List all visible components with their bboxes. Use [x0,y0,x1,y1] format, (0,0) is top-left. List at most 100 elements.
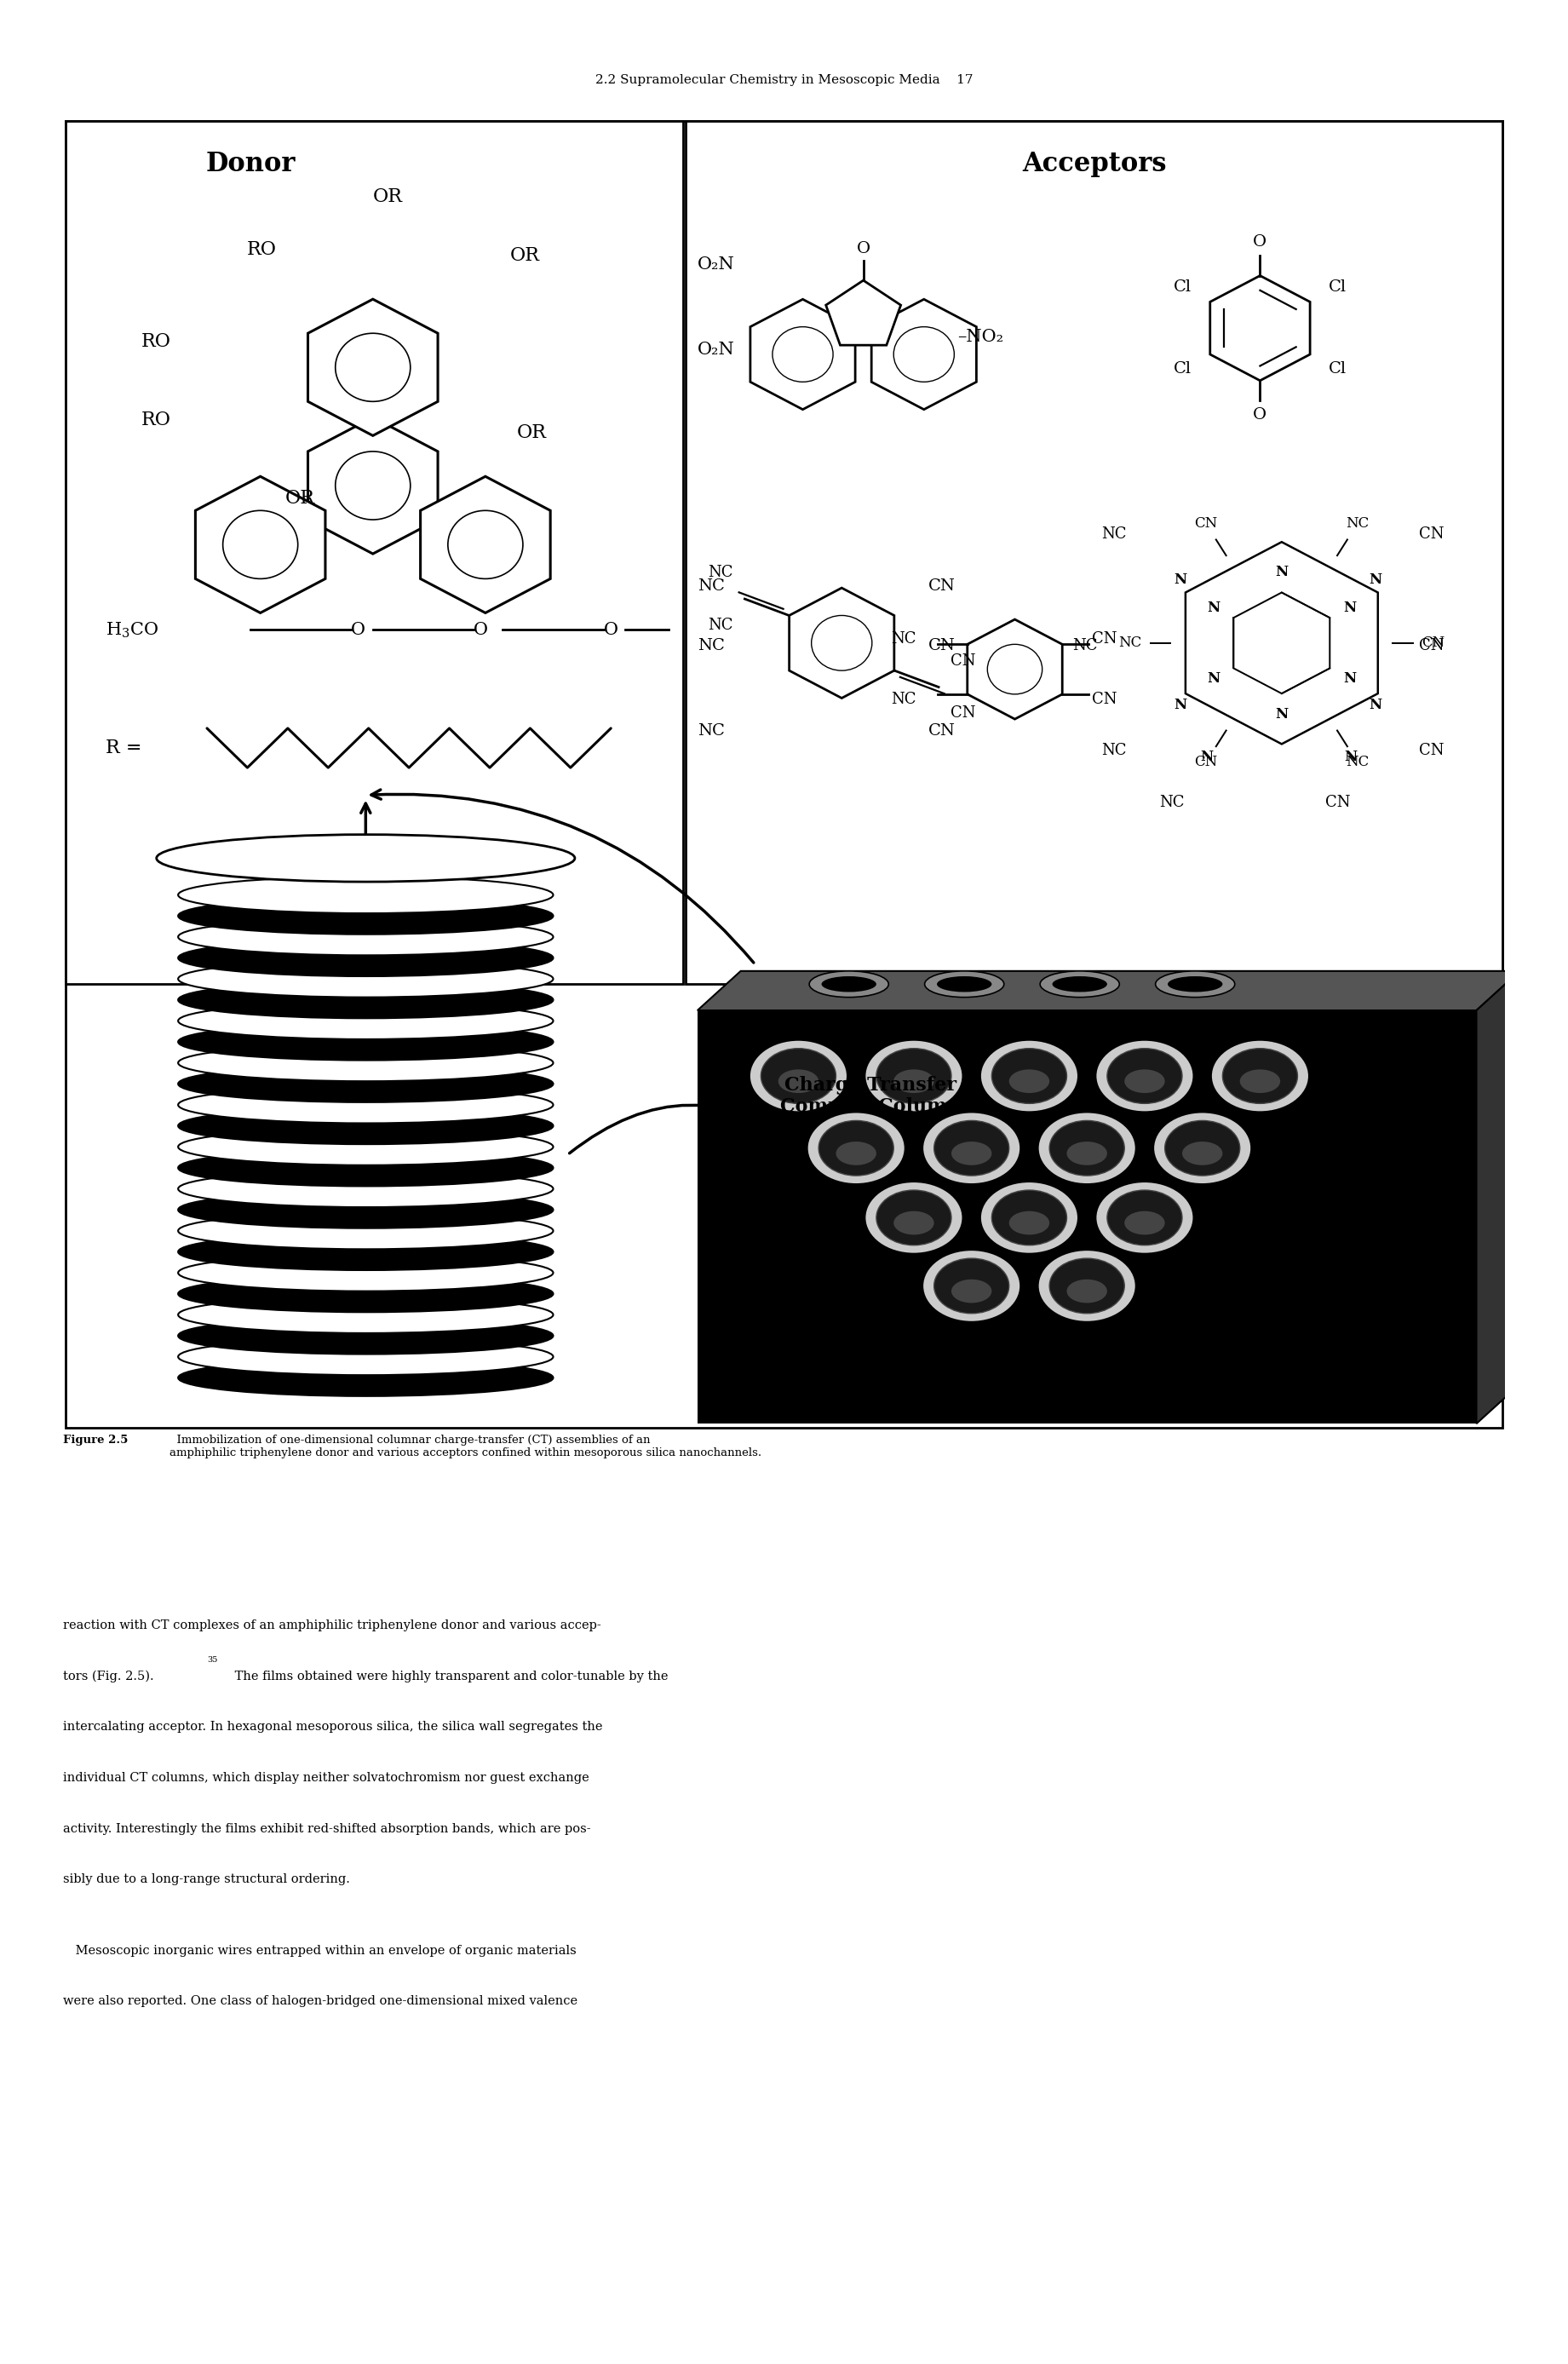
Text: RO: RO [141,411,171,430]
Text: O: O [1253,407,1267,423]
Ellipse shape [922,1111,1021,1184]
Ellipse shape [836,1142,877,1165]
Text: OR: OR [510,246,539,265]
Text: NC: NC [1345,754,1369,771]
Text: N: N [1344,749,1358,764]
Text: The films obtained were highly transparent and color-tunable by the: The films obtained were highly transpare… [230,1669,668,1683]
Text: Charge Transfer
Complex Column: Charge Transfer Complex Column [781,1076,961,1116]
Text: N: N [1174,697,1187,712]
Text: tors (Fig. 2.5).: tors (Fig. 2.5). [63,1669,154,1683]
Ellipse shape [1010,1069,1049,1092]
Ellipse shape [179,1045,554,1080]
Text: CN: CN [928,723,955,738]
Ellipse shape [894,1210,935,1234]
Ellipse shape [179,939,554,976]
Ellipse shape [938,976,991,993]
Text: CN: CN [950,707,975,721]
Ellipse shape [1182,1142,1223,1165]
Polygon shape [789,589,894,697]
Text: Mesoscopic inorganic wires entrapped within an envelope of organic materials: Mesoscopic inorganic wires entrapped wit… [63,1946,575,1957]
Text: NC: NC [891,631,916,648]
Ellipse shape [179,1024,554,1059]
Ellipse shape [1052,976,1107,993]
Text: CN: CN [1422,636,1444,650]
Ellipse shape [1038,1111,1135,1184]
Polygon shape [1210,277,1309,381]
Ellipse shape [179,877,554,913]
Ellipse shape [157,834,575,882]
Text: NC: NC [1101,527,1126,541]
Text: NC: NC [1159,794,1184,811]
Polygon shape [826,281,900,345]
Text: CN: CN [950,652,975,669]
Text: N: N [1174,572,1187,586]
Ellipse shape [179,1359,554,1397]
Text: Cl: Cl [1330,279,1347,296]
Text: NC: NC [1118,636,1142,650]
Text: O: O [604,622,618,638]
Ellipse shape [179,1191,554,1229]
Polygon shape [750,300,855,409]
Polygon shape [307,300,437,435]
Ellipse shape [980,1182,1079,1253]
Ellipse shape [877,1189,952,1246]
Text: O₂N: O₂N [698,255,735,272]
Text: N: N [1275,565,1289,579]
Ellipse shape [179,920,554,955]
Ellipse shape [925,972,1004,998]
Ellipse shape [1154,1111,1251,1184]
Ellipse shape [1124,1210,1165,1234]
Text: N: N [1344,671,1356,686]
Ellipse shape [179,981,554,1019]
Ellipse shape [991,1189,1066,1246]
Text: Donor: Donor [205,151,295,177]
Ellipse shape [179,1170,554,1208]
Text: Cl: Cl [1330,362,1347,376]
Ellipse shape [1040,972,1120,998]
Text: O₂N: O₂N [698,340,735,357]
Ellipse shape [952,1142,991,1165]
Polygon shape [420,478,550,612]
Bar [66,121,684,983]
Ellipse shape [778,1069,818,1092]
Text: O: O [1253,234,1267,248]
Text: reaction with CT complexes of an amphiphilic triphenylene donor and various acce: reaction with CT complexes of an amphiph… [63,1619,601,1631]
Bar [1073,1305,1189,1423]
Text: CN: CN [1419,742,1444,759]
Ellipse shape [1223,1047,1298,1104]
Ellipse shape [1240,1069,1279,1092]
Text: CN: CN [1195,515,1218,532]
Text: activity. Interestingly the films exhibit red-shifted absorption bands, which ar: activity. Interestingly the films exhibi… [63,1823,591,1834]
Ellipse shape [179,1255,554,1291]
Text: Acceptors: Acceptors [1022,151,1167,177]
Ellipse shape [1096,1040,1193,1111]
Ellipse shape [809,972,889,998]
Ellipse shape [822,976,877,993]
Ellipse shape [1107,1047,1182,1104]
Polygon shape [872,300,977,409]
Text: CN: CN [1195,754,1218,771]
Ellipse shape [818,1121,894,1175]
Text: NC: NC [891,693,916,707]
Text: RO: RO [141,331,171,350]
Text: O: O [856,241,870,258]
Ellipse shape [179,898,554,934]
Text: N: N [1207,600,1220,615]
Ellipse shape [179,960,554,998]
Text: NC: NC [1345,515,1369,532]
Polygon shape [1185,541,1378,745]
Polygon shape [1477,972,1519,1423]
Ellipse shape [760,1047,836,1104]
Ellipse shape [894,1069,935,1092]
Ellipse shape [866,1040,963,1111]
Ellipse shape [179,1149,554,1187]
Text: individual CT columns, which display neither solvatochromism nor guest exchange: individual CT columns, which display nei… [63,1773,590,1785]
Ellipse shape [952,1279,991,1303]
Ellipse shape [179,1106,554,1144]
Text: CN: CN [1419,527,1444,541]
Text: OR: OR [517,423,547,442]
Ellipse shape [179,1338,554,1376]
Ellipse shape [1165,1121,1240,1175]
Ellipse shape [1124,1069,1165,1092]
Bar [685,121,1502,983]
